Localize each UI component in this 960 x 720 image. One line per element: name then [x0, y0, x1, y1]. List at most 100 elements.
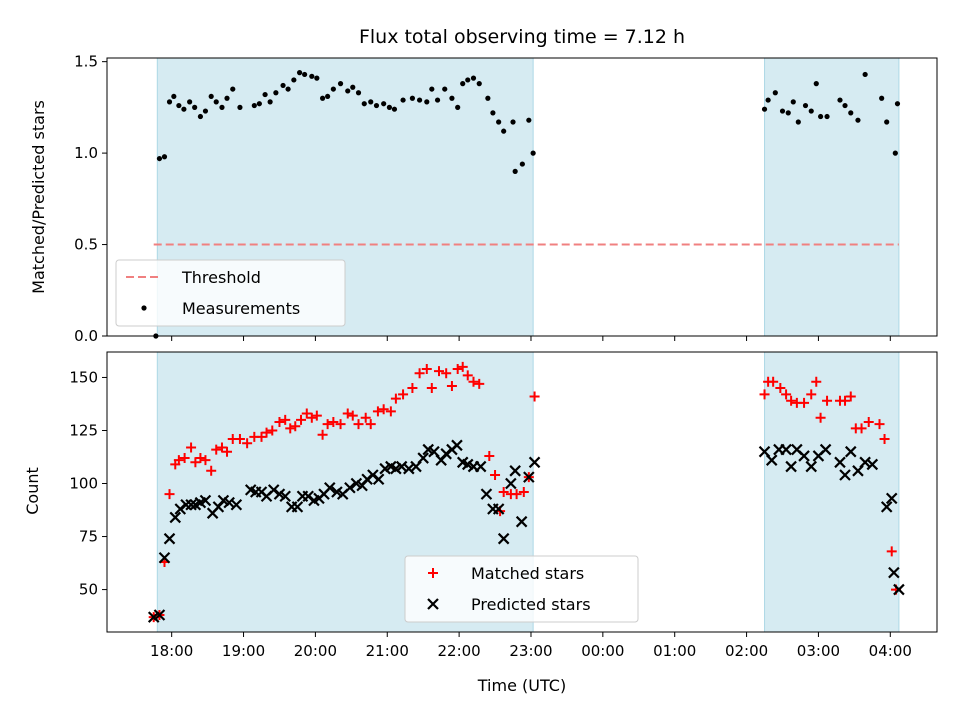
matched-stars-point — [856, 423, 867, 434]
measurement-point — [526, 117, 532, 123]
matched-stars-point — [234, 433, 245, 444]
predicted-stars-point — [395, 460, 408, 473]
matched-stars-point — [190, 457, 201, 468]
matched-stars-point — [845, 391, 856, 402]
matched-stars-point — [317, 429, 328, 440]
measurement-point — [337, 81, 344, 87]
x-axis-label: Time (UTC) — [477, 676, 566, 695]
matched-stars-point — [342, 408, 353, 419]
y-tick-label: 100 — [69, 475, 98, 493]
measurement-point — [285, 86, 291, 92]
matched-stars-point — [186, 442, 197, 453]
measurement-point — [296, 70, 303, 76]
y-tick-label: 125 — [69, 421, 98, 439]
measurement-point — [510, 119, 516, 125]
count-legend: Matched stars Predicted stars — [404, 555, 639, 623]
measurement-point — [224, 95, 230, 101]
measurement-point — [176, 102, 182, 109]
measurement-point — [837, 97, 843, 103]
measurement-point — [171, 93, 177, 100]
predicted-stars-point — [785, 460, 797, 473]
matched-stars-point — [879, 433, 890, 444]
matched-stars-point — [385, 406, 396, 417]
matched-stars-point — [462, 370, 473, 381]
matched-stars-point — [216, 442, 227, 453]
measurement-point — [813, 81, 819, 87]
predicted-stars-point — [153, 609, 166, 621]
predicted-stars-point — [859, 456, 871, 469]
matched-stars-point — [518, 487, 529, 497]
x-tick-label: 22:00 — [438, 642, 481, 660]
predicted-stars-point — [528, 456, 541, 469]
matched-stars-point — [874, 419, 885, 430]
measurement-point — [230, 86, 236, 92]
predicted-stars-point — [780, 443, 792, 456]
measurement-point — [790, 99, 796, 105]
legend-measurement-swatch — [141, 305, 147, 311]
predicted-stars-point — [169, 511, 182, 524]
measurement-point — [391, 106, 398, 112]
x-tick-label: 02:00 — [725, 642, 768, 660]
matched-stars-point — [446, 380, 457, 391]
predicted-stars-point — [199, 494, 212, 507]
plot-frame — [106, 57, 938, 337]
measurement-point — [280, 82, 286, 89]
y-tick-label: 50 — [79, 581, 98, 599]
y-tick-label: 0.5 — [74, 236, 98, 254]
legend-box — [115, 259, 346, 327]
measurement-point — [460, 81, 466, 87]
predicted-stars-point — [880, 501, 893, 513]
measurement-point — [785, 110, 791, 116]
measurement-point — [892, 150, 898, 156]
x-tick-label: 20:00 — [294, 642, 337, 660]
matched-stars-point — [372, 406, 383, 417]
measurement-point — [765, 97, 771, 103]
measurement-point — [213, 99, 219, 105]
predicted-stars-point — [323, 481, 336, 494]
predicted-stars-point — [291, 501, 304, 513]
predicted-stars-point — [451, 439, 463, 452]
predicted-stars-point — [819, 443, 832, 456]
measurement-point — [355, 90, 362, 96]
matched-stars-point — [256, 431, 267, 442]
measurement-point — [368, 99, 374, 105]
x-tick-label: 03:00 — [797, 642, 840, 660]
measurement-point — [314, 75, 320, 81]
measurement-point — [761, 106, 768, 112]
predicted-stars-point — [839, 469, 851, 481]
matched-stars-point — [434, 366, 444, 377]
measurement-point — [465, 77, 471, 83]
measurement-point — [824, 113, 830, 120]
predicted-stars-point — [523, 471, 535, 483]
matched-stars-point — [365, 419, 376, 430]
measurement-point — [267, 99, 273, 105]
predicted-stars-point — [844, 445, 857, 458]
matched-stars-point — [195, 453, 206, 464]
measurement-point — [817, 113, 824, 120]
ratio-panel: 0.0 0.5 1.0 1.5 Threshold Measurements — [74, 53, 938, 345]
predicted-stars-point — [515, 515, 528, 528]
matched-stars-point — [164, 489, 175, 500]
x-tick-label: 04:00 — [869, 642, 912, 660]
x-tick-label: 18:00 — [150, 642, 193, 660]
predicted-stars-point — [492, 503, 505, 515]
predicted-stars-point — [403, 462, 415, 475]
matched-stars-point — [799, 397, 810, 408]
predicted-stars-point — [866, 458, 879, 471]
legend-box — [404, 555, 639, 623]
matched-stars-point — [840, 395, 851, 406]
predicted-stars-point — [279, 490, 291, 503]
x-tick-label: 21:00 — [366, 642, 409, 660]
measurement-point — [345, 88, 351, 94]
predicted-stars-point — [223, 496, 235, 509]
matched-stars-point — [457, 361, 468, 372]
bottom-panel-y-axis-label: Count — [23, 467, 42, 515]
matched-stars-point — [452, 363, 463, 374]
measurement-point — [424, 99, 430, 105]
matched-stars-point — [806, 389, 817, 400]
x-tick-label: 19:00 — [222, 642, 265, 660]
matched-stars-point — [222, 446, 233, 457]
measurement-point — [879, 95, 885, 101]
predicted-stars-point — [509, 465, 521, 477]
measurement-point — [449, 95, 455, 101]
